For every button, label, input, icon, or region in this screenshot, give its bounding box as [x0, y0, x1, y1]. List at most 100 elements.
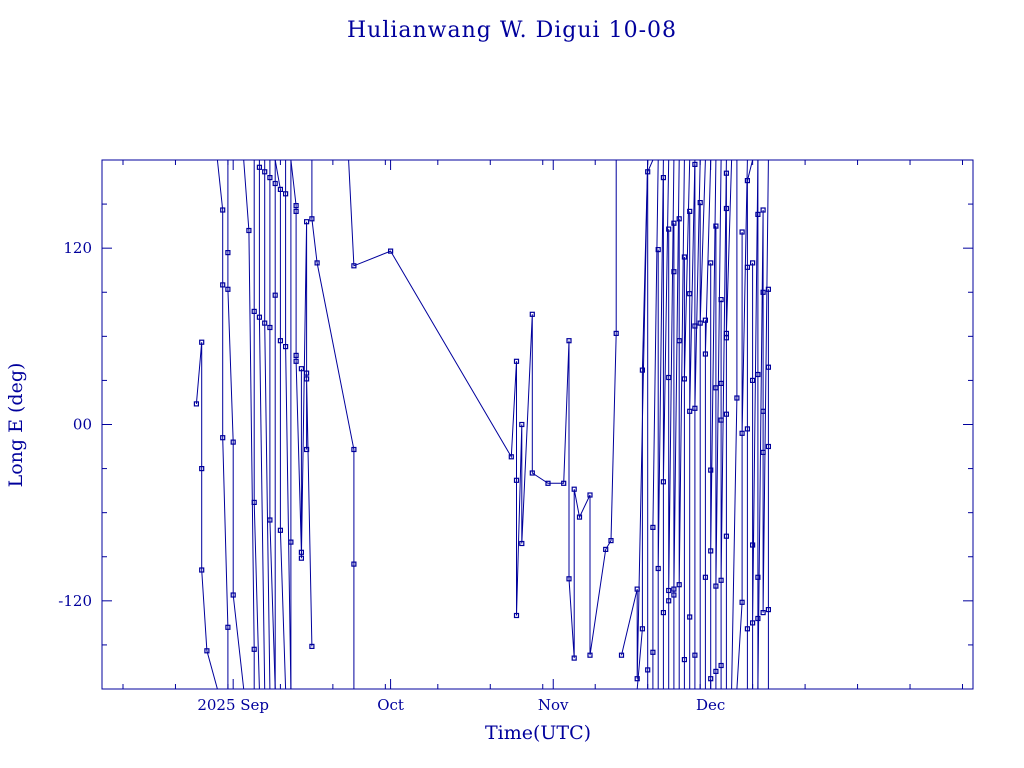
data-point-marker — [671, 592, 677, 598]
data-point-marker — [744, 178, 751, 184]
data-point-marker — [681, 656, 688, 663]
orbit-track-segment — [689, 160, 696, 689]
data-point-marker — [262, 320, 268, 326]
x-tick-label: Dec — [696, 696, 725, 714]
data-point-marker — [692, 161, 698, 167]
data-point-marker — [692, 652, 698, 658]
data-point-marker — [671, 269, 677, 275]
data-point-marker — [697, 200, 703, 206]
data-point-marker — [618, 652, 625, 658]
data-point-marker — [713, 385, 719, 391]
data-point-marker — [283, 344, 289, 350]
orbit-track-segment — [647, 160, 654, 689]
data-point-marker — [561, 480, 567, 486]
data-point-marker — [676, 582, 682, 588]
data-marker-layer — [193, 161, 772, 682]
data-point-marker — [351, 263, 357, 269]
data-point-marker — [723, 533, 730, 539]
data-point-marker — [666, 587, 672, 594]
data-point-marker — [749, 377, 756, 383]
data-point-marker — [723, 411, 730, 417]
data-point-marker — [309, 643, 315, 650]
data-point-marker — [199, 466, 205, 472]
data-point-marker — [293, 358, 299, 364]
data-point-marker — [760, 207, 766, 213]
data-point-marker — [660, 609, 667, 616]
orbit-track-segment — [731, 160, 738, 689]
data-point-marker — [687, 291, 693, 297]
orbit-track-segment — [243, 160, 255, 689]
data-point-marker — [708, 548, 714, 554]
orbit-track-segment — [704, 160, 712, 689]
data-point-marker — [718, 662, 724, 669]
data-point-marker — [246, 227, 252, 234]
data-point-marker — [566, 576, 572, 582]
data-point-marker — [718, 577, 724, 583]
data-point-marker — [225, 624, 231, 630]
data-point-marker — [304, 370, 310, 376]
orbit-track-segment — [258, 160, 266, 689]
data-point-marker — [692, 323, 698, 329]
data-point-marker — [513, 477, 520, 483]
data-point-marker — [718, 380, 724, 386]
data-point-marker — [230, 439, 236, 445]
data-point-marker — [508, 454, 514, 460]
orbit-track-segment — [673, 160, 680, 689]
data-point-marker — [692, 405, 698, 411]
x-tick-label: Nov — [538, 696, 569, 714]
data-point-marker — [749, 542, 756, 548]
data-point-marker — [513, 358, 520, 364]
data-point-marker — [220, 435, 226, 441]
data-point-marker — [225, 250, 231, 256]
orbit-track-segment — [746, 160, 754, 689]
data-point-marker — [288, 539, 294, 545]
data-point-marker — [277, 186, 283, 192]
x-tick-label: Oct — [377, 696, 404, 714]
orbit-track-segment — [227, 160, 245, 689]
data-point-marker — [277, 338, 283, 344]
data-point-marker — [681, 254, 688, 260]
orbit-track-segment — [274, 160, 287, 689]
x-axis-label: Time(UTC) — [485, 722, 591, 744]
data-point-marker — [529, 311, 535, 317]
data-point-marker — [660, 479, 667, 485]
data-point-marker — [298, 549, 304, 555]
data-point-marker — [765, 286, 772, 292]
orbit-track-segment — [668, 160, 675, 689]
data-point-marker — [639, 626, 646, 632]
data-point-marker — [545, 480, 551, 486]
data-point-marker — [304, 376, 310, 382]
data-point-marker — [298, 555, 304, 561]
data-point-marker — [193, 401, 199, 407]
data-point-marker — [734, 395, 740, 401]
data-point-marker — [351, 561, 357, 567]
data-point-marker — [739, 229, 745, 235]
data-point-marker — [760, 408, 766, 414]
orbit-track-segment — [725, 160, 733, 689]
data-point-marker — [708, 260, 714, 266]
data-point-marker — [230, 592, 236, 598]
data-point-marker — [309, 216, 315, 222]
data-point-marker — [713, 668, 719, 675]
chart-title: Hulianwang W. Digui 10-08 — [347, 18, 677, 43]
data-point-marker — [666, 226, 672, 232]
orbit-track-segment — [348, 160, 617, 659]
orbit-track-segment — [694, 160, 701, 689]
data-point-marker — [749, 260, 756, 266]
data-point-marker — [755, 211, 761, 217]
orbit-track-layer — [195, 160, 769, 689]
data-point-marker — [262, 169, 268, 175]
data-point-marker — [702, 351, 709, 357]
data-point-marker — [267, 175, 273, 181]
data-point-marker — [251, 308, 257, 314]
orbit-track-segment — [710, 160, 717, 689]
data-point-marker — [650, 524, 656, 531]
data-point-marker — [225, 286, 231, 292]
data-point-marker — [571, 486, 577, 492]
data-point-marker — [293, 203, 299, 209]
data-point-marker — [199, 339, 205, 345]
orbit-track-segment — [253, 160, 260, 689]
data-point-marker — [220, 282, 226, 288]
y-tick-label: 00 — [73, 416, 92, 434]
